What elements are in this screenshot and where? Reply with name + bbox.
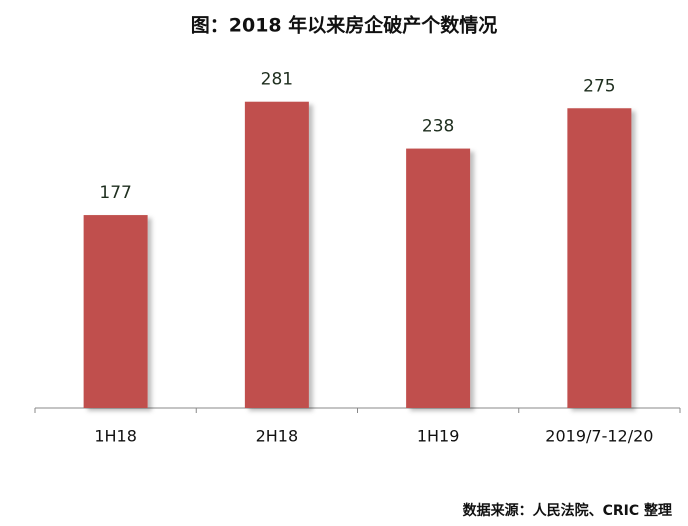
x-tick-label: 1H18 (94, 427, 137, 446)
source-note: 数据来源：人民法院、CRIC 整理 (463, 502, 672, 519)
x-tick-label: 2H18 (256, 427, 299, 446)
x-tick-label: 2019/7-12/20 (545, 427, 653, 446)
chart-title: 图：2018 年以来房企破产个数情况 (191, 14, 498, 37)
bar (244, 101, 309, 409)
bar (83, 215, 148, 408)
data-label: 238 (422, 117, 454, 137)
bar (567, 108, 632, 408)
data-label: 281 (261, 70, 293, 90)
data-label: 177 (99, 183, 131, 203)
x-tick-label: 1H19 (417, 427, 460, 446)
bar (406, 148, 471, 408)
data-label: 275 (583, 76, 615, 96)
